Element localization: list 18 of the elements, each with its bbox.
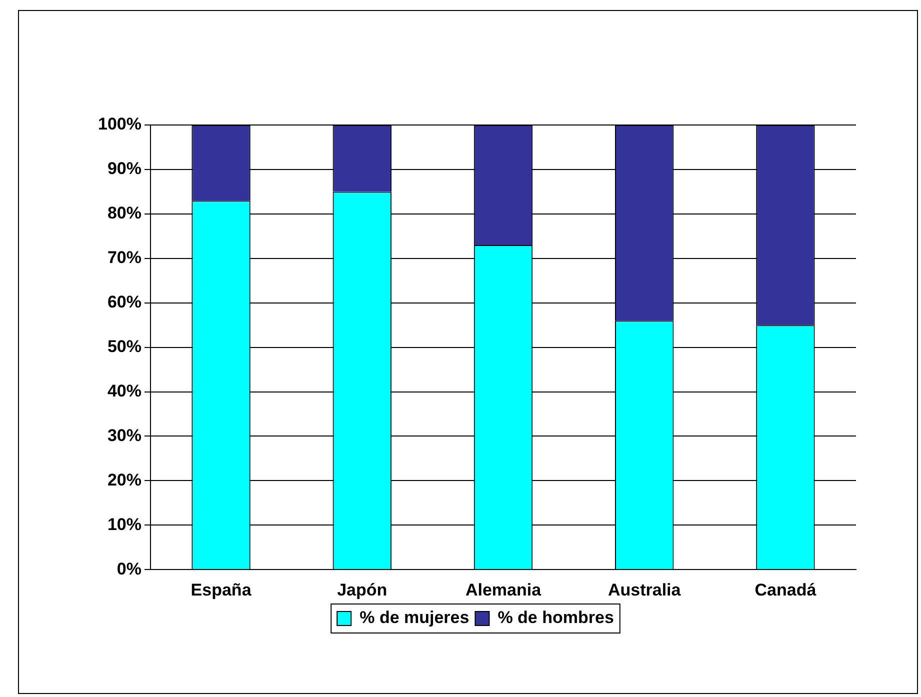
x-tick-label: España: [190, 580, 252, 600]
y-tick-label: 100%: [98, 114, 142, 134]
y-tick-label: 60%: [107, 292, 142, 312]
y-tick-label: 10%: [107, 514, 142, 534]
x-tick-label: Australia: [608, 580, 682, 600]
y-tick-label: 70%: [107, 248, 142, 268]
y-tick-label: 50%: [107, 336, 142, 356]
legend-label: % de mujeres: [360, 608, 470, 628]
y-tick-label: 30%: [107, 426, 142, 445]
y-tick-label: 40%: [107, 381, 142, 400]
x-tick-label: Japón: [337, 580, 388, 600]
y-tick-label: 80%: [107, 204, 142, 223]
x-tick-label: Alemania: [465, 580, 542, 600]
y-tick-label: 20%: [107, 470, 142, 490]
y-tick-label: 90%: [107, 159, 142, 178]
x-tick-label: Canadá: [754, 580, 817, 600]
y-tick-label: 0%: [116, 559, 142, 578]
legend-label: % de hombres: [498, 608, 614, 628]
